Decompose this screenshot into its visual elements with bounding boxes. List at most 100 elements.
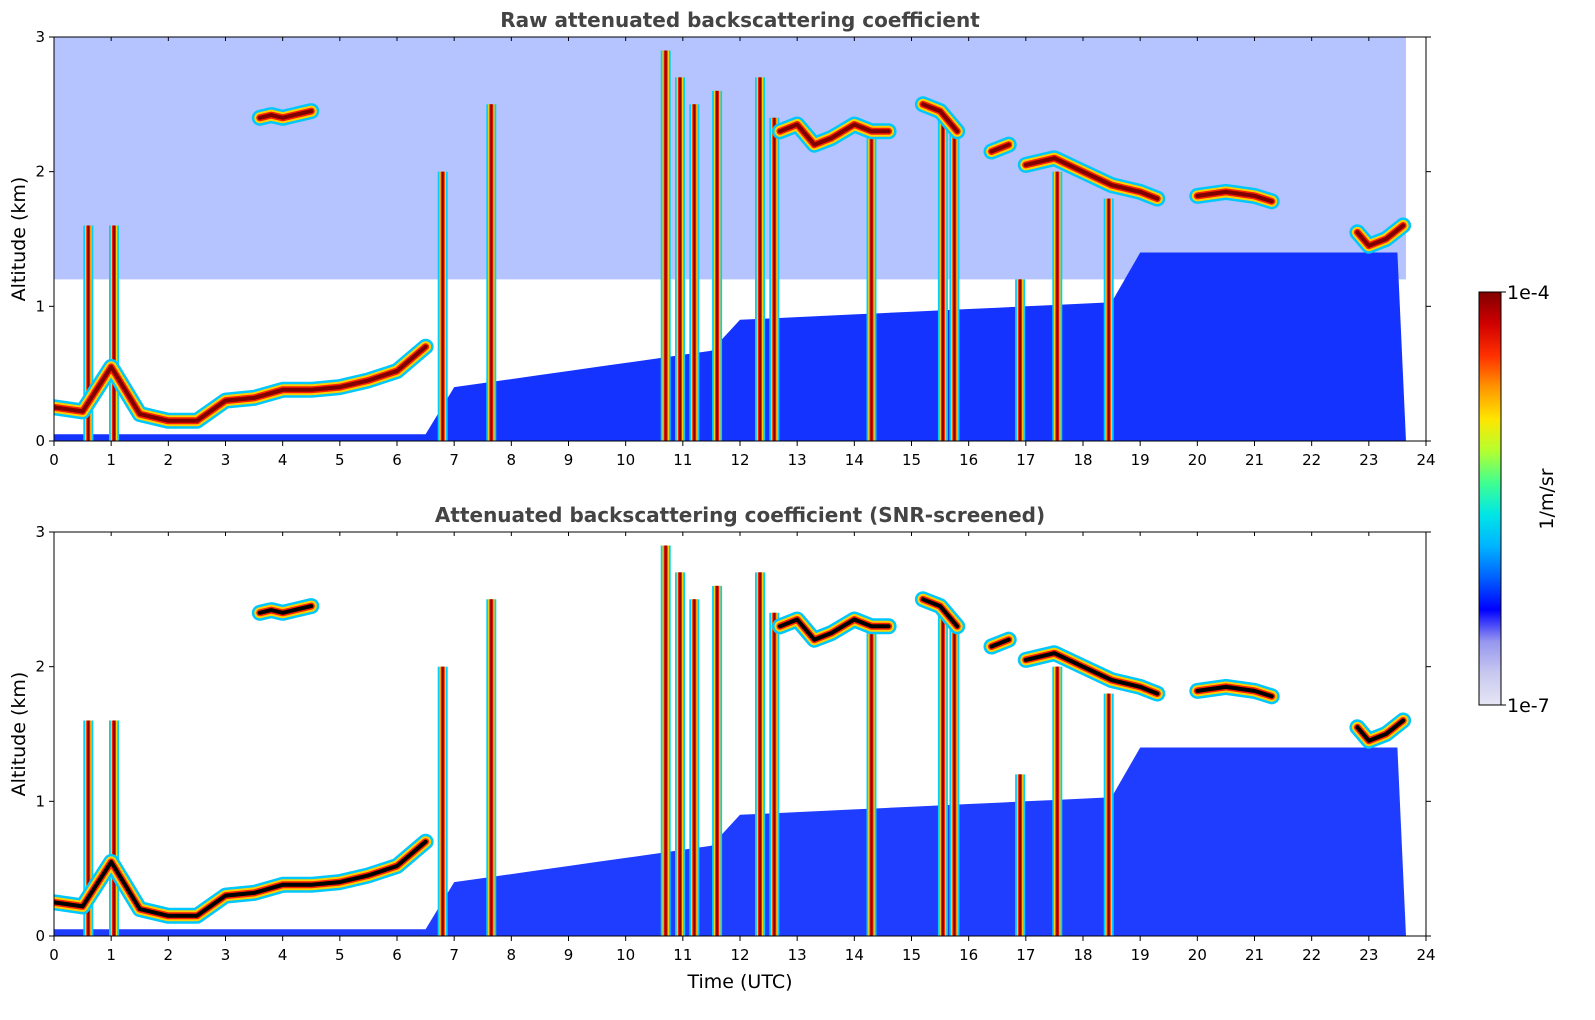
cloud-layer <box>920 597 960 629</box>
x-tick-label: 0 <box>49 451 59 469</box>
cloud-column <box>773 117 776 441</box>
panel-snr: Attenuated backscattering coefficient (S… <box>8 503 1436 993</box>
x-tick-label: 14 <box>845 946 864 964</box>
x-tick-label: 3 <box>221 946 231 964</box>
cloud-column <box>113 225 115 441</box>
x-tick-label: 11 <box>673 946 692 964</box>
x-tick-label: 7 <box>449 946 459 964</box>
cloud-column <box>664 50 667 441</box>
x-axis-ticks: 0 1 2 3 4 5 6 7 8 9 10 11 12 13 14 15 16 17 18 19 20 21 22 23 24 <box>49 37 1436 469</box>
x-tick-label: 19 <box>1131 946 1150 964</box>
x-tick-label: 10 <box>616 451 635 469</box>
x-tick-label: 13 <box>788 451 807 469</box>
x-tick-label: 23 <box>1359 451 1378 469</box>
colorbar-unit-label: 1/m/sr <box>1536 468 1558 529</box>
colorbar-max-label: 1e-4 <box>1507 282 1550 304</box>
x-tick-label: 13 <box>788 946 807 964</box>
cloud-column <box>1056 171 1059 441</box>
y-tick-label: 3 <box>35 523 45 541</box>
x-tick-label: 21 <box>1245 451 1264 469</box>
cloud-column <box>953 131 956 441</box>
cloud-column <box>693 104 696 441</box>
panel-title: Raw attenuated backscattering coefficien… <box>500 8 980 32</box>
cloud-column <box>1107 693 1110 936</box>
x-tick-label: 12 <box>730 451 749 469</box>
y-axis-label: Altitude (km) <box>8 177 30 302</box>
cloud-column <box>1019 774 1022 936</box>
cloud-layer <box>257 109 314 120</box>
cloud-column <box>1019 279 1022 441</box>
cloud-column <box>87 720 90 936</box>
x-tick-label: 6 <box>392 946 402 964</box>
colorbar-min-label: 1e-7 <box>1507 695 1550 717</box>
x-tick-label: 17 <box>1016 451 1035 469</box>
x-tick-label: 20 <box>1188 451 1207 469</box>
cloud-layer <box>778 617 891 642</box>
cloud-column <box>941 612 944 936</box>
heatmap-area <box>54 37 1412 441</box>
cloud-column <box>870 131 873 441</box>
x-tick-label: 10 <box>616 946 635 964</box>
aerosol-band <box>54 252 1406 441</box>
x-axis-ticks: 0 1 2 3 4 5 6 7 8 9 10 11 12 13 14 15 16 17 18 19 20 21 22 23 24 <box>49 532 1436 964</box>
cloud-column <box>441 171 444 441</box>
cloud-column <box>953 626 956 936</box>
cloud-column <box>716 90 719 441</box>
x-tick-label: 8 <box>507 451 517 469</box>
cloud-layer <box>1195 189 1274 204</box>
colorbar-gradient <box>1479 292 1501 705</box>
cloud-column <box>716 585 719 936</box>
x-tick-label: 16 <box>959 946 978 964</box>
y-axis-ticks: 0 1 2 3 <box>35 28 1431 450</box>
x-tick-label: 24 <box>1416 946 1435 964</box>
cloud-column <box>1056 666 1059 936</box>
y-tick-label: 2 <box>35 163 45 181</box>
x-tick-label: 9 <box>564 946 574 964</box>
cloud-column <box>441 666 444 936</box>
x-axis-label: Time (UTC) <box>686 971 792 993</box>
x-tick-label: 14 <box>845 451 864 469</box>
x-tick-label: 4 <box>278 451 288 469</box>
y-tick-label: 3 <box>35 28 45 46</box>
x-tick-label: 1 <box>106 451 116 469</box>
x-tick-label: 12 <box>730 946 749 964</box>
x-tick-label: 4 <box>278 946 288 964</box>
x-tick-label: 19 <box>1131 451 1150 469</box>
cloud-layer <box>1355 223 1406 248</box>
x-tick-label: 20 <box>1188 946 1207 964</box>
cloud-layer <box>54 839 428 918</box>
cloud-column <box>870 626 873 936</box>
x-tick-label: 16 <box>959 451 978 469</box>
cloud-column <box>773 612 776 936</box>
x-tick-label: 9 <box>564 451 574 469</box>
x-tick-label: 15 <box>902 451 921 469</box>
x-tick-label: 3 <box>221 451 231 469</box>
cloud-column <box>759 77 761 441</box>
x-tick-label: 23 <box>1359 946 1378 964</box>
x-tick-label: 1 <box>106 946 116 964</box>
cloud-column <box>693 599 696 936</box>
cloud-column <box>679 77 681 441</box>
x-tick-label: 11 <box>673 451 692 469</box>
y-tick-label: 1 <box>35 792 45 810</box>
cloud-layer <box>257 604 314 615</box>
x-tick-label: 6 <box>392 451 402 469</box>
cloud-layer <box>1023 156 1160 201</box>
cloud-layer <box>1023 651 1160 696</box>
x-tick-label: 7 <box>449 451 459 469</box>
noise-region <box>54 37 1406 280</box>
cloud-layer <box>54 344 428 423</box>
cloud-column <box>87 225 90 441</box>
x-tick-label: 15 <box>902 946 921 964</box>
y-axis-ticks: 0 1 2 3 <box>35 523 1431 945</box>
x-tick-label: 22 <box>1302 451 1321 469</box>
y-tick-label: 0 <box>35 927 45 945</box>
cloud-column <box>490 104 493 441</box>
cloud-layer <box>778 122 891 147</box>
x-tick-label: 0 <box>49 946 59 964</box>
y-axis-label: Altitude (km) <box>8 672 30 797</box>
x-tick-label: 8 <box>507 946 517 964</box>
x-tick-label: 2 <box>164 946 174 964</box>
y-tick-label: 2 <box>35 658 45 676</box>
